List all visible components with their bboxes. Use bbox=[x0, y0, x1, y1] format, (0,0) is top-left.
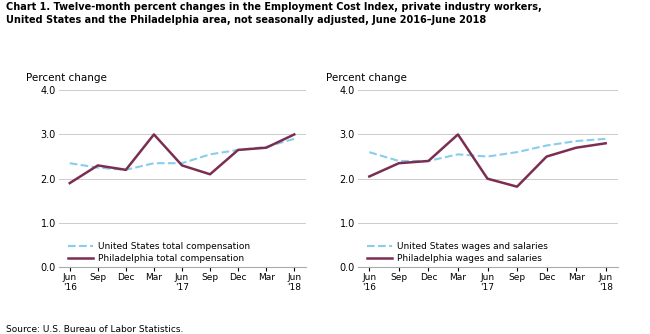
Text: Source: U.S. Bureau of Labor Statistics.: Source: U.S. Bureau of Labor Statistics. bbox=[6, 325, 184, 334]
United States total compensation bbox=[94, 166, 101, 170]
Philadelphia wages and salaries bbox=[395, 161, 403, 165]
United States wages and salaries bbox=[365, 150, 373, 154]
United States total compensation bbox=[150, 161, 158, 165]
Philadelphia wages and salaries bbox=[602, 141, 610, 145]
Philadelphia total compensation bbox=[150, 132, 158, 136]
Philadelphia total compensation bbox=[291, 132, 298, 136]
Legend: United States total compensation, Philadelphia total compensation: United States total compensation, Philad… bbox=[68, 242, 250, 263]
United States wages and salaries bbox=[543, 144, 551, 148]
Philadelphia wages and salaries bbox=[543, 155, 551, 159]
United States wages and salaries bbox=[572, 139, 580, 143]
Line: United States wages and salaries: United States wages and salaries bbox=[369, 139, 606, 161]
Philadelphia total compensation bbox=[263, 146, 270, 150]
Philadelphia wages and salaries bbox=[484, 177, 491, 181]
United States wages and salaries bbox=[484, 155, 491, 159]
Legend: United States wages and salaries, Philadelphia wages and salaries: United States wages and salaries, Philad… bbox=[367, 242, 548, 263]
Text: Percent change: Percent change bbox=[27, 73, 107, 83]
Line: Philadelphia wages and salaries: Philadelphia wages and salaries bbox=[369, 134, 606, 187]
Philadelphia wages and salaries bbox=[424, 159, 432, 163]
United States total compensation bbox=[291, 137, 298, 141]
United States wages and salaries bbox=[424, 159, 432, 163]
Philadelphia wages and salaries bbox=[454, 132, 462, 136]
Philadelphia total compensation bbox=[94, 163, 101, 167]
United States wages and salaries bbox=[395, 159, 403, 163]
United States total compensation bbox=[263, 145, 270, 149]
United States total compensation bbox=[206, 152, 214, 156]
Philadelphia total compensation bbox=[66, 181, 73, 185]
Philadelphia total compensation bbox=[122, 168, 130, 172]
Philadelphia total compensation bbox=[206, 172, 214, 176]
United States wages and salaries bbox=[513, 150, 521, 154]
Line: Philadelphia total compensation: Philadelphia total compensation bbox=[70, 134, 294, 183]
United States total compensation bbox=[178, 161, 186, 165]
United States total compensation bbox=[122, 168, 130, 172]
United States wages and salaries bbox=[454, 152, 462, 156]
Philadelphia total compensation bbox=[234, 148, 242, 152]
Philadelphia wages and salaries bbox=[572, 146, 580, 150]
Philadelphia total compensation bbox=[178, 163, 186, 167]
Philadelphia wages and salaries bbox=[513, 185, 521, 189]
United States total compensation bbox=[66, 161, 73, 165]
Text: Chart 1. Twelve-month percent changes in the Employment Cost Index, private indu: Chart 1. Twelve-month percent changes in… bbox=[6, 2, 542, 25]
Line: United States total compensation: United States total compensation bbox=[70, 139, 294, 170]
Philadelphia wages and salaries bbox=[365, 174, 373, 178]
United States wages and salaries bbox=[602, 137, 610, 141]
United States total compensation bbox=[234, 148, 242, 152]
Text: Percent change: Percent change bbox=[326, 73, 407, 83]
